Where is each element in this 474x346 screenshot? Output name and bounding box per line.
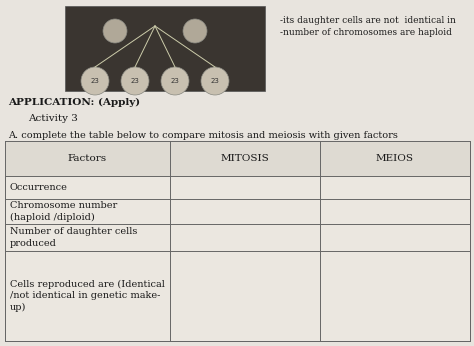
Circle shape: [81, 67, 109, 95]
Circle shape: [121, 67, 149, 95]
Text: Chromosome number
(haploid /diploid): Chromosome number (haploid /diploid): [10, 201, 117, 222]
Text: -its daughter cells are not  identical in: -its daughter cells are not identical in: [280, 16, 456, 25]
Text: Number of daughter cells
produced: Number of daughter cells produced: [10, 227, 137, 248]
Circle shape: [183, 19, 207, 43]
Text: MITOSIS: MITOSIS: [220, 154, 269, 163]
Circle shape: [201, 67, 229, 95]
Text: 23: 23: [91, 78, 100, 84]
Circle shape: [103, 19, 127, 43]
Text: Activity 3: Activity 3: [28, 114, 78, 123]
Circle shape: [161, 67, 189, 95]
Bar: [65, 6, 265, 91]
Text: -number of chromosomes are haploid: -number of chromosomes are haploid: [280, 28, 452, 37]
Text: A. complete the table below to compare mitosis and meiosis with given factors: A. complete the table below to compare m…: [8, 131, 398, 140]
Text: MEIOS: MEIOS: [376, 154, 414, 163]
Text: Occurrence: Occurrence: [10, 183, 68, 192]
Bar: [5, 141, 470, 176]
Text: APPLICATION: (Apply): APPLICATION: (Apply): [8, 98, 140, 107]
Text: 23: 23: [210, 78, 219, 84]
Bar: [5, 141, 470, 341]
Text: Cells reproduced are (Identical
/not identical in genetic make-
up): Cells reproduced are (Identical /not ide…: [10, 280, 165, 312]
Text: Factors: Factors: [68, 154, 107, 163]
Text: 23: 23: [171, 78, 180, 84]
Text: 23: 23: [130, 78, 139, 84]
